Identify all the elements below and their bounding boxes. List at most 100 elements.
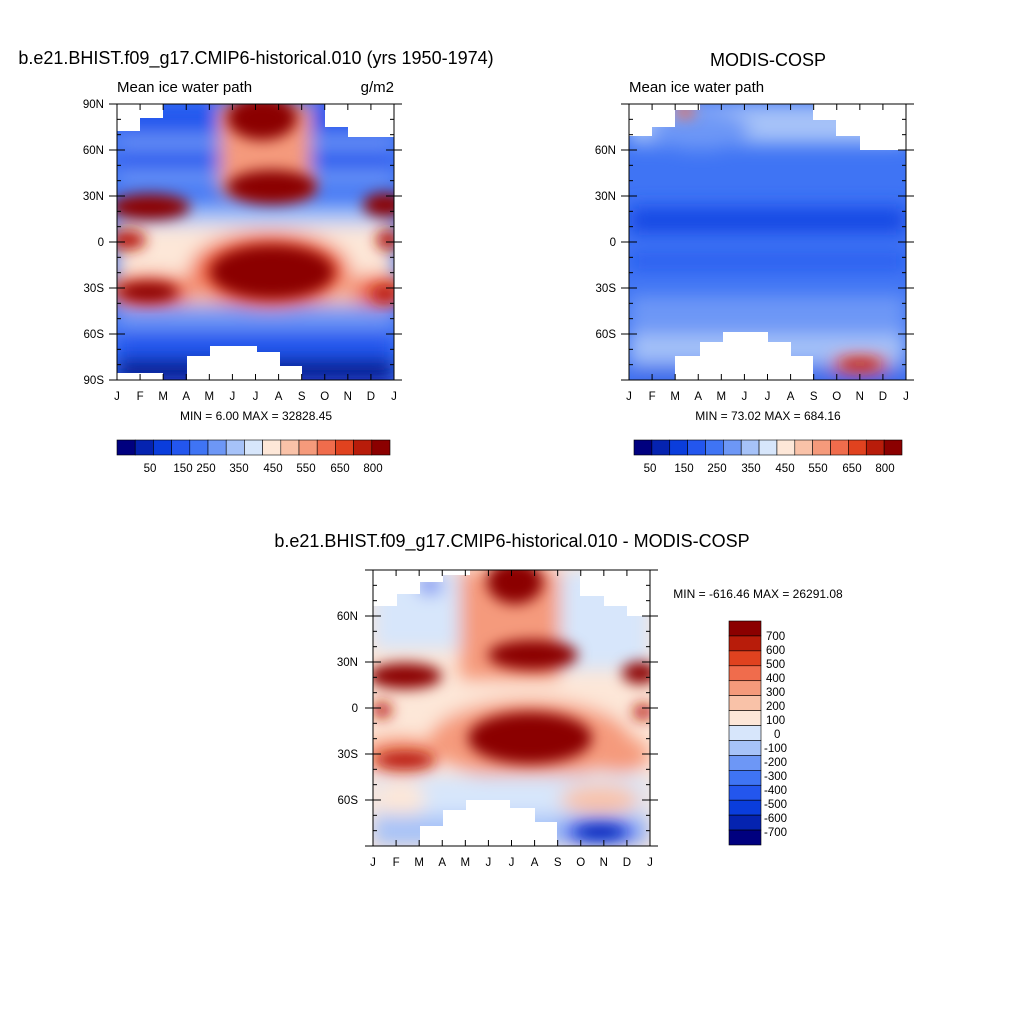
colorbar-box — [865, 439, 885, 456]
colorbar-label: 450 — [263, 463, 282, 475]
colorbar-box — [225, 439, 245, 456]
panel-diff-stats: MIN = -616.46 MAX = 26291.08 — [673, 587, 843, 601]
colorbar-label: 250 — [196, 463, 215, 475]
panel-obs-title: MODIS-COSP — [710, 50, 826, 70]
colorbar-label: 0 — [774, 729, 780, 741]
colorbar-box — [728, 814, 762, 831]
month-label: F — [649, 391, 656, 403]
month-label: J — [647, 857, 653, 869]
colorbar-box — [298, 439, 318, 456]
colorbar-box — [134, 439, 154, 456]
panel-obs-stats: MIN = 73.02 MAX = 684.16 — [695, 409, 841, 423]
panel-model-left-string: Mean ice water path — [117, 79, 252, 96]
lat-label: 0 — [610, 237, 616, 249]
colorbar-box — [316, 439, 336, 456]
panel-model-units: g/m2 — [361, 79, 394, 96]
month-label: O — [576, 857, 585, 869]
panel-model-ticks — [109, 103, 402, 381]
lat-label: 0 — [98, 237, 104, 249]
month-label: J — [626, 391, 632, 403]
colorbar-label: 400 — [766, 673, 785, 685]
colorbar-label: 650 — [842, 463, 861, 475]
colorbar-box — [776, 439, 796, 456]
colorbar-box — [728, 799, 762, 816]
colorbar-label: 800 — [363, 463, 382, 475]
month-label: M — [670, 391, 680, 403]
colorbar-label: 300 — [766, 687, 785, 699]
month-label: M — [414, 857, 424, 869]
colorbar-label: 800 — [875, 463, 894, 475]
lat-label: 60N — [595, 145, 616, 157]
colorbar-box — [633, 439, 653, 456]
month-label: N — [344, 391, 352, 403]
month-label: J — [486, 857, 492, 869]
lat-label: 60N — [337, 611, 358, 623]
colorbar-label: -100 — [764, 743, 787, 755]
month-label: J — [114, 391, 120, 403]
lat-label: 30S — [338, 749, 359, 761]
colorbar-box — [262, 439, 282, 456]
month-label: M — [158, 391, 168, 403]
colorbar-box — [728, 770, 762, 786]
colorbar-label: 250 — [707, 463, 726, 475]
colorbar-label: 600 — [766, 645, 785, 657]
lat-label: 60S — [596, 329, 617, 341]
month-label: D — [879, 391, 887, 403]
panel-obs-colorbar-labels: 50 150 250 350 450 550 650 800 — [644, 463, 895, 475]
month-label: M — [205, 391, 215, 403]
colorbar-box — [353, 439, 373, 456]
lat-label: 30S — [596, 283, 617, 295]
panel-diff-ticks — [365, 569, 658, 847]
month-label: F — [393, 857, 400, 869]
colorbar-box — [280, 439, 300, 456]
lat-label: 30N — [337, 657, 358, 669]
colorbar-label: 450 — [775, 463, 794, 475]
colorbar-box — [728, 829, 762, 846]
colorbar-label: 150 — [173, 463, 192, 475]
colorbar-box — [705, 439, 724, 456]
colorbar-label: -400 — [764, 785, 787, 797]
colorbar-label: -300 — [764, 771, 787, 783]
month-label: J — [903, 391, 909, 403]
month-label: S — [810, 391, 818, 403]
month-label: O — [832, 391, 841, 403]
panel-obs-lat-labels: 60N 30N 0 30S 60S — [595, 145, 616, 341]
colorbar-box — [728, 784, 762, 801]
month-label: J — [509, 857, 515, 869]
lat-label: 90S — [84, 375, 105, 387]
colorbar-box — [687, 439, 706, 456]
colorbar-box — [189, 439, 209, 456]
lat-label: 60S — [84, 329, 105, 341]
panel-diff-title: b.e21.BHIST.f09_g17.CMIP6-historical.010… — [274, 531, 749, 552]
month-label: F — [137, 391, 144, 403]
colorbar-label: 500 — [766, 659, 785, 671]
month-label: J — [253, 391, 259, 403]
colorbar-label: -200 — [764, 757, 787, 769]
month-label: A — [787, 391, 795, 403]
month-label: M — [461, 857, 471, 869]
colorbar-label: -700 — [764, 827, 787, 839]
colorbar-box — [728, 680, 762, 696]
colorbar-label: 650 — [330, 463, 349, 475]
colorbar-box — [728, 725, 762, 741]
colorbar-label: 150 — [674, 463, 693, 475]
colorbar-box — [116, 439, 136, 456]
colorbar-box — [244, 439, 263, 456]
colorbar-box — [728, 695, 762, 711]
colorbar-label: 50 — [144, 463, 157, 475]
colorbar-box — [794, 439, 813, 456]
colorbar-box — [171, 439, 191, 456]
month-label: S — [298, 391, 306, 403]
colorbar-box — [728, 755, 762, 771]
month-label: A — [182, 391, 190, 403]
month-label: O — [320, 391, 329, 403]
panel-diff-colorbar-labels: 700 600 500 400 300 200 100 0 -100 -200 … — [764, 631, 787, 839]
lat-label: 30S — [84, 283, 105, 295]
panel-model-lat-labels: 90N 60N 30N 0 30S 60S 90S — [83, 99, 104, 387]
colorbar-label: 350 — [741, 463, 760, 475]
panel-model-colorbar-labels: 50 150 250 350 450 550 650 800 — [144, 463, 383, 475]
panel-diff-lat-labels: 60N 30N 0 30S 60S — [337, 611, 358, 807]
month-label: J — [391, 391, 397, 403]
